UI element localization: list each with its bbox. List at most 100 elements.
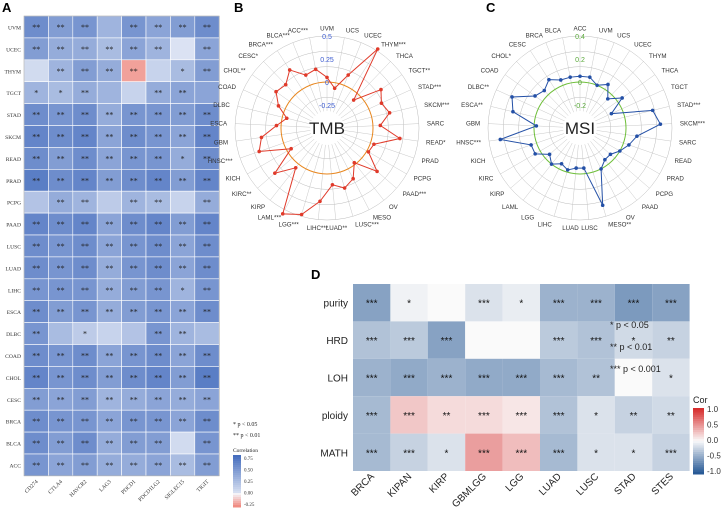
heatmap-d-star: *** (553, 374, 565, 385)
radar-B-category-label: KICH (226, 176, 241, 183)
heatmap-a-star: ** (130, 111, 138, 120)
heatmap-a-cell (48, 322, 74, 345)
heatmap-a-cell (96, 15, 122, 39)
heatmap-a-star: ** (81, 23, 89, 32)
heatmap-a-star: ** (130, 264, 138, 273)
radar-C-point (650, 108, 655, 113)
heatmap-a-star: ** (32, 286, 40, 295)
heatmap-d-cell (502, 284, 540, 322)
heatmap-a-star: ** (57, 220, 65, 229)
radar-B-category-label: HNSC*** (208, 158, 233, 165)
legend-d-swatch (693, 423, 704, 427)
heatmap-a-star: ** (105, 395, 113, 404)
heatmap-d-cell (652, 358, 690, 397)
heatmap-a-star: ** (130, 198, 138, 207)
radar-C-point (578, 74, 582, 79)
heatmap-a-star: ** (81, 242, 89, 251)
heatmap-d-star: * (407, 299, 411, 310)
heatmap-a-col-label: CTLA4 (47, 479, 64, 496)
heatmap-a-star: ** (57, 23, 65, 32)
heatmap-a-star: ** (81, 111, 89, 120)
heatmap-d-cell (502, 396, 540, 434)
heatmap-a-row-label: PCPG (7, 201, 21, 207)
heatmap-a-star: ** (57, 45, 65, 54)
heatmap-a-star: ** (57, 373, 65, 382)
radar-B-category-label: ESCA (210, 121, 228, 128)
legend-a-tick: 0.50 (244, 469, 253, 474)
legend-a-swatch (233, 463, 241, 466)
radar-C-category-label: THYM (649, 53, 667, 60)
heatmap-d-star: *** (441, 336, 453, 347)
heatmap-a-star: ** (130, 373, 138, 382)
radar-B-category-label: TGCT** (408, 67, 430, 74)
heatmap-d-cell (540, 321, 578, 359)
legend-d-swatch (693, 416, 704, 420)
radar-C-point (510, 95, 514, 99)
heatmap-a-star: ** (179, 330, 187, 339)
radar-C-point (533, 94, 537, 98)
heatmap-a-cell (170, 190, 196, 214)
heatmap-a-star: ** (105, 373, 113, 382)
heatmap-a-star: ** (179, 395, 187, 404)
heatmap-a-star: ** (203, 67, 211, 76)
legend-d-tick: 0.5 (707, 421, 719, 430)
heatmap-a-star: ** (57, 395, 65, 404)
heatmap-a-star: ** (81, 439, 89, 448)
panel-label-d: D (311, 267, 320, 282)
heatmap-a-col-label: SIGLEC15 (164, 479, 186, 501)
heatmap-a-star: ** (154, 220, 162, 229)
heatmap-a-star: ** (203, 23, 211, 32)
heatmap-a-row-label: BRCA (6, 420, 21, 426)
radar-C-category-label: LGG (521, 214, 534, 221)
heatmap-a-star: ** (154, 23, 162, 32)
heatmap-a-star: * (181, 154, 185, 163)
heatmap-d-col-label: LGG (504, 471, 527, 494)
heatmap-d-star: *** (553, 411, 565, 422)
heatmap-d-cell (390, 396, 428, 434)
heatmap-a-star: ** (203, 132, 211, 141)
heatmap-a-row-label: ESCA (7, 310, 21, 316)
radar-C-category-label: GBM (466, 121, 480, 128)
legend-d-swatch (693, 460, 704, 464)
radar-C-point (608, 152, 613, 157)
heatmap-a-star: ** (32, 111, 40, 120)
heatmap-a-star: ** (203, 417, 211, 426)
heatmap-d-star: *** (478, 411, 490, 422)
heatmap-d-star: * (632, 336, 636, 347)
radar-B-category-label: LUAD** (326, 225, 348, 232)
heatmap-a-star: ** (203, 198, 211, 207)
radar-B-point (387, 111, 392, 115)
radar-C-point (618, 149, 622, 153)
radar-B-point (366, 150, 371, 154)
legend-d-tick: -0.5 (707, 452, 721, 461)
legend-d-swatch (693, 452, 704, 455)
heatmap-a-col-label: TIGIT (196, 479, 211, 494)
heatmap-a-star: ** (57, 176, 65, 185)
radar-C-category-label: UVM (599, 27, 613, 34)
heatmap-a-star: ** (81, 220, 89, 229)
legend-d-swatch (693, 410, 704, 413)
heatmap-a-cell (194, 322, 220, 345)
radar-C-category-label: ACC (573, 26, 587, 33)
radar-C-category-label: PRAD (667, 176, 685, 183)
heatmap-a-star: ** (203, 439, 211, 448)
heatmap-a-star: ** (105, 220, 113, 229)
radar-B-category-label: SARC (427, 121, 445, 128)
legend-d-swatch (693, 432, 704, 435)
heatmap-a-star: ** (203, 111, 211, 120)
heatmap-d-star: *** (403, 448, 415, 459)
panel-label-a: A (2, 0, 12, 15)
heatmap-d-star: *** (515, 374, 527, 385)
heatmap-d-star: *** (366, 374, 378, 385)
panel-label-c: C (486, 0, 496, 15)
radar-B-series-line (258, 48, 402, 216)
radar-B-point (379, 101, 384, 105)
radar-C-point (620, 96, 624, 100)
heatmap-d-cell (390, 433, 428, 471)
heatmap-a-star: ** (203, 45, 211, 54)
radar-C-point (603, 157, 607, 162)
heatmap-a-star: ** (179, 308, 187, 317)
legend-d-swatch (693, 449, 704, 453)
heatmap-a-star: * (83, 330, 87, 339)
legend-a-swatch (233, 477, 241, 480)
